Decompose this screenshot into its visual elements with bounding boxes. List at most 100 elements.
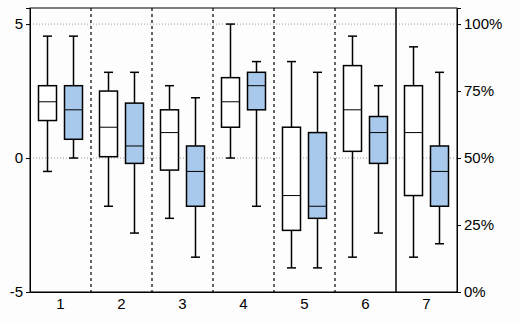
axis: 1234567 <box>31 292 458 312</box>
box-series <box>39 24 423 268</box>
boxes <box>39 24 449 268</box>
tick: 50% <box>457 149 494 166</box>
whisker-cap <box>226 23 235 25</box>
box-body <box>39 86 57 121</box>
box <box>344 36 362 257</box>
whisker-cap <box>43 171 52 173</box>
box-body <box>161 110 179 170</box>
whisker-cap <box>435 243 444 245</box>
tick-label: 75% <box>464 82 494 99</box>
median <box>161 132 179 133</box>
tick-label: 25% <box>464 216 494 233</box>
median <box>222 101 240 102</box>
median <box>283 195 301 196</box>
axis: 0% 25% 50% 75% 100% <box>457 9 502 301</box>
whisker-cap <box>104 206 113 208</box>
box-body <box>187 146 205 206</box>
box-body <box>370 117 388 164</box>
tick-mark <box>26 292 30 293</box>
tick-label: 3 <box>178 295 186 312</box>
grid-line <box>30 24 457 25</box>
median <box>39 101 57 102</box>
separator <box>212 8 213 292</box>
tick: 4 <box>239 292 247 312</box>
whisker-cap <box>69 35 78 37</box>
separator <box>395 8 397 292</box>
whisker-cap <box>313 72 322 74</box>
box-series <box>65 36 449 268</box>
tick: 25% <box>457 216 494 233</box>
box <box>100 72 118 206</box>
axis-line <box>26 9 31 293</box>
tick: 2 <box>117 292 125 312</box>
tick-mark <box>457 225 461 226</box>
tick: 6 <box>361 292 369 312</box>
median <box>248 85 266 86</box>
whisker-cap <box>252 206 261 208</box>
median <box>370 132 388 133</box>
chart: -5050%25%50%75%100%1234567 <box>0 0 519 324</box>
tick: 100% <box>457 15 502 32</box>
tick-label: 100% <box>464 15 502 32</box>
whisker-cap <box>409 46 418 48</box>
box-body <box>405 86 423 196</box>
separators <box>91 8 396 292</box>
whisker-cap <box>374 85 383 87</box>
whisker-cap <box>226 157 235 159</box>
tick-label: 5 <box>15 15 23 32</box>
box <box>126 72 144 233</box>
grid-line <box>30 158 457 159</box>
axis: -5 0 5 <box>10 9 31 301</box>
box-body <box>283 127 301 230</box>
box-body <box>344 66 362 152</box>
box-body <box>431 146 449 206</box>
tick: 5 <box>15 15 30 32</box>
box <box>187 98 205 257</box>
tick: 5 <box>300 292 308 312</box>
tick-label: 2 <box>117 295 125 312</box>
median <box>431 171 449 172</box>
whisker-cap <box>348 256 357 258</box>
whisker-cap <box>287 267 296 269</box>
median <box>309 206 327 207</box>
whisker-cap <box>191 256 200 258</box>
box <box>39 36 57 171</box>
median <box>65 109 83 110</box>
box <box>283 62 301 268</box>
tick: 0 <box>15 149 30 166</box>
tick-mark <box>457 158 461 159</box>
whisker-cap <box>374 232 383 234</box>
box <box>405 47 423 257</box>
whisker-cap <box>313 267 322 269</box>
whisker-cap <box>130 232 139 234</box>
plot: -5050%25%50%75%100%1234567 <box>10 8 503 312</box>
box <box>161 86 179 219</box>
whisker-cap <box>104 72 113 74</box>
whisker-cap <box>130 72 139 74</box>
whisker-cap <box>409 256 418 258</box>
box-body <box>222 78 240 128</box>
whisker-cap <box>165 218 174 220</box>
whisker-cap <box>165 85 174 87</box>
tick: 0% <box>457 283 486 300</box>
tick: -5 <box>10 283 30 300</box>
median <box>344 109 362 110</box>
tick-label: -5 <box>10 283 23 300</box>
whisker-cap <box>69 157 78 159</box>
whisker-cap <box>252 61 261 63</box>
tick: 7 <box>422 292 430 312</box>
separator <box>334 8 335 292</box>
box <box>248 62 266 207</box>
tick: 3 <box>178 292 186 312</box>
whisker-cap <box>348 35 357 37</box>
box-body <box>100 91 118 157</box>
box <box>222 24 240 158</box>
tick-label: 0 <box>15 149 23 166</box>
box <box>431 72 449 243</box>
box-body <box>248 72 266 110</box>
median <box>405 132 423 133</box>
box-body <box>65 86 83 140</box>
axis-line <box>31 292 458 293</box>
median <box>126 145 144 146</box>
tick-mark <box>457 24 461 25</box>
